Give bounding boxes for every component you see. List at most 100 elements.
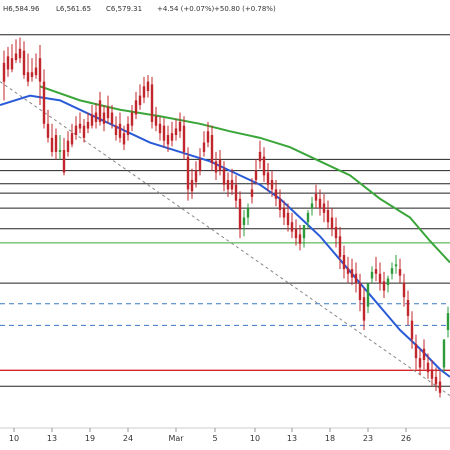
candle-body-3 [14,53,18,61]
candle-body-7 [30,72,34,77]
candle-body-19 [78,123,82,129]
candle-body-24 [98,100,102,122]
ohlc-header: H6,584.96 L6,561.65 C6,579.31 +4.54 (+0.… [3,5,276,13]
header-high: H6,584.96 [3,5,40,13]
candle-body-42 [170,133,174,141]
candle-body-69 [278,198,282,211]
candle-body-8 [34,67,38,76]
candle-body-34 [138,95,142,106]
candle-body-72 [290,222,294,232]
candle-body-73 [294,228,298,239]
candle-body-0 [2,62,6,82]
candle-body-49 [198,159,202,171]
x-tick-label-10: 26 [401,434,411,443]
candle-body-94 [378,273,382,284]
candle-body-86 [346,268,350,274]
x-axis: 10 13 19 24 Mar 5 10 13 18 23 26 [0,427,450,443]
candle-body-51 [206,131,210,143]
x-tick-label-8: 18 [325,434,335,443]
candle-body-102 [410,320,414,340]
candle-body-110 [442,339,446,368]
x-tick-label-0: 10 [9,434,19,443]
candle-body-106 [426,362,430,373]
candle-body-31 [126,123,130,136]
x-tick-label-6: 10 [250,434,260,443]
candle-body-44 [178,121,182,132]
candle-body-65 [262,156,266,176]
moving-average-green [39,85,450,264]
candle-body-88 [354,273,358,284]
candle-body-33 [134,100,138,115]
candle-body-64 [258,151,262,162]
candle-body-82 [330,217,334,229]
x-tick-label-2: 19 [85,434,95,443]
candle-body-59 [238,198,242,229]
candle-body-1 [6,56,10,70]
candle-body-40 [162,125,166,141]
candle-body-52 [210,135,214,164]
candle-body-81 [326,210,330,223]
candle-body-84 [338,236,342,257]
candle-body-90 [362,297,366,321]
x-tick-label-7: 13 [287,434,297,443]
x-tick-label-1: 13 [47,434,57,443]
candle-body-25 [102,112,106,124]
candle-body-43 [174,128,178,136]
candle-body-70 [282,208,286,218]
candle-body-47 [190,180,194,192]
candle-body-107 [430,369,434,379]
candle-body-10 [42,81,46,124]
candle-body-75 [302,225,306,239]
candle-body-98 [394,264,398,267]
header-change2: +50.80 (+0.78%) [214,5,276,13]
candle-body-37 [150,84,154,122]
x-tick-label-4: Mar [168,434,184,443]
candle-body-53 [214,161,218,173]
candle-body-55 [222,168,226,185]
candle-body-29 [118,123,122,138]
candle-body-100 [402,283,406,298]
candle-body-79 [318,198,322,209]
candle-body-85 [342,255,346,270]
candle-body-48 [194,170,198,182]
candle-body-78 [314,194,318,201]
candle-body-5 [22,50,26,76]
candle-body-22 [90,114,94,126]
candle-body-32 [130,112,134,126]
candle-body-30 [122,133,126,145]
candle-body-57 [230,180,234,190]
candle-body-60 [242,217,246,226]
candles-group [2,37,450,398]
candle-body-89 [358,283,362,301]
candle-body-6 [26,72,30,82]
candle-body-35 [142,86,146,98]
candle-body-108 [434,376,438,385]
candle-body-21 [86,121,90,129]
candle-body-66 [266,172,270,185]
candle-body-74 [298,234,302,244]
candle-body-46 [186,156,190,190]
header-low: L6,561.65 [56,5,91,13]
candle-body-18 [74,125,78,136]
candle-body-104 [418,358,422,368]
candle-body-83 [334,226,338,239]
candle-body-39 [158,123,162,134]
candle-body-101 [406,300,410,316]
candle-body-95 [382,281,386,291]
candle-body-9 [38,58,42,82]
candle-body-54 [218,159,222,171]
candle-body-41 [166,135,170,145]
x-tick-label-3: 24 [123,434,133,443]
candle-body-17 [70,133,74,145]
candle-body-67 [270,180,274,190]
candle-body-96 [386,278,390,286]
candle-body-91 [366,283,370,307]
header-change: +4.54 (+0.07%) [157,5,215,13]
header-close: C6,579.31 [106,5,142,13]
candle-body-26 [106,106,110,119]
candle-body-93 [374,269,378,274]
candle-body-11 [46,123,50,138]
